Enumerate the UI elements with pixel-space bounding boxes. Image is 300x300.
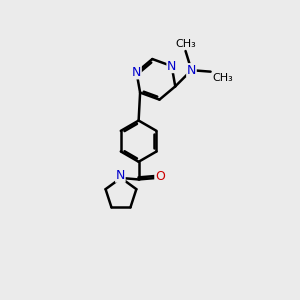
Text: CH₃: CH₃ bbox=[175, 39, 196, 49]
Text: N: N bbox=[132, 66, 141, 79]
Text: CH₃: CH₃ bbox=[212, 73, 233, 83]
Text: O: O bbox=[155, 170, 165, 183]
Text: N: N bbox=[187, 64, 196, 77]
Text: N: N bbox=[116, 169, 125, 182]
Text: N: N bbox=[167, 60, 176, 73]
